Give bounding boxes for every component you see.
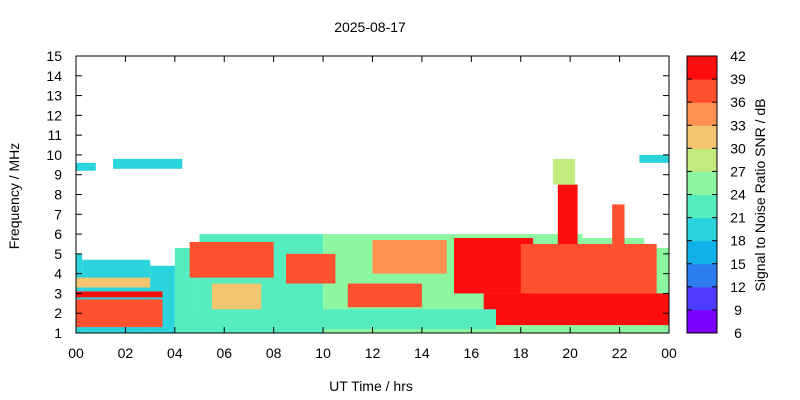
y-tick-label: 13 xyxy=(46,88,62,104)
heatmap-region xyxy=(372,240,447,274)
heatmap-region xyxy=(76,291,163,298)
heatmap-region xyxy=(113,158,183,169)
heatmap-region xyxy=(199,309,497,330)
colorbar-segment xyxy=(687,171,717,195)
colorbar-tick-label: 15 xyxy=(730,256,746,272)
colorbar-label: Signal to Noise Ratio SNR / dB xyxy=(752,99,768,292)
colorbar-segment xyxy=(687,56,717,80)
y-tick-label: 4 xyxy=(54,266,62,282)
y-tick-label: 8 xyxy=(54,187,62,203)
colorbar-tick-label: 30 xyxy=(730,140,746,156)
colorbar-segment xyxy=(687,148,717,172)
heatmap-region xyxy=(612,204,625,254)
y-tick-label: 12 xyxy=(46,107,62,123)
y-tick-label: 14 xyxy=(46,68,62,84)
colorbar: 6 9 12 15 18 21 24 27 30 33 36 39 42 xyxy=(686,48,746,341)
x-axis: 00 02 04 06 08 10 12 14 16 18 20 22 00 xyxy=(68,56,677,361)
x-tick-label: 18 xyxy=(513,345,529,361)
x-tick-label: 20 xyxy=(562,345,578,361)
colorbar-tick-label: 21 xyxy=(730,210,746,226)
colorbar-segment xyxy=(687,79,717,103)
y-tick-label: 5 xyxy=(54,246,62,262)
heatmap-region xyxy=(76,277,151,288)
heatmap-region xyxy=(557,184,578,244)
y-tick-label: 7 xyxy=(54,206,62,222)
colorbar-tick-label: 18 xyxy=(730,233,746,249)
heatmap-region xyxy=(552,158,576,185)
colorbar-segment xyxy=(687,217,717,242)
colorbar-tick-label: 36 xyxy=(730,94,746,110)
colorbar-segment xyxy=(687,286,717,311)
y-tick-label: 9 xyxy=(54,167,62,183)
y-tick-label: 2 xyxy=(54,305,62,321)
colorbar-segment xyxy=(687,309,717,334)
y-tick-label: 1 xyxy=(54,325,62,341)
colorbar-tick-label: 33 xyxy=(730,117,746,133)
heatmap-region xyxy=(286,253,336,284)
y-tick-label: 6 xyxy=(54,226,62,242)
colorbar-segment xyxy=(687,125,717,149)
y-tick-label: 3 xyxy=(54,285,62,301)
colorbar-tick-label: 27 xyxy=(730,163,746,179)
heatmap-region xyxy=(454,238,534,294)
colorbar-segment xyxy=(687,240,717,265)
colorbar-tick-label: 6 xyxy=(734,325,742,341)
y-tick-label: 15 xyxy=(46,48,62,64)
x-axis-label: UT Time / hrs xyxy=(329,378,413,394)
x-tick-label: 12 xyxy=(365,345,381,361)
x-tick-label: 06 xyxy=(216,345,232,361)
y-axis-label: Frequency / MHz xyxy=(6,143,22,250)
colorbar-tick-label: 9 xyxy=(734,302,742,318)
heatmap-region xyxy=(639,154,669,163)
heatmap-region xyxy=(76,162,96,171)
y-tick-label: 10 xyxy=(46,147,62,163)
heatmap-layer xyxy=(76,154,669,333)
x-tick-label: 08 xyxy=(266,345,282,361)
x-tick-label: 02 xyxy=(118,345,134,361)
x-tick-label: 16 xyxy=(464,345,480,361)
x-tick-label: 00 xyxy=(661,345,677,361)
x-tick-label: 22 xyxy=(612,345,628,361)
colorbar-tick-label: 39 xyxy=(730,71,746,87)
x-tick-label: 04 xyxy=(167,345,183,361)
heatmap-region xyxy=(76,299,163,328)
colorbar-tick-label: 24 xyxy=(730,187,746,203)
x-tick-label: 14 xyxy=(414,345,430,361)
heatmap-region xyxy=(347,283,422,308)
heatmap-region xyxy=(483,293,669,326)
colorbar-segment xyxy=(687,102,717,126)
y-tick-label: 11 xyxy=(47,127,62,143)
heatmap-region xyxy=(189,241,274,278)
colorbar-segment xyxy=(687,263,717,288)
x-tick-label: 10 xyxy=(315,345,331,361)
colorbar-segment xyxy=(687,194,717,219)
heatmap-region xyxy=(520,243,657,294)
chart-title: 2025-08-17 xyxy=(334,19,406,35)
x-tick-label: 00 xyxy=(68,345,84,361)
heatmap-region xyxy=(211,283,262,314)
colorbar-tick-label: 42 xyxy=(730,48,746,64)
colorbar-tick-label: 12 xyxy=(730,279,746,295)
